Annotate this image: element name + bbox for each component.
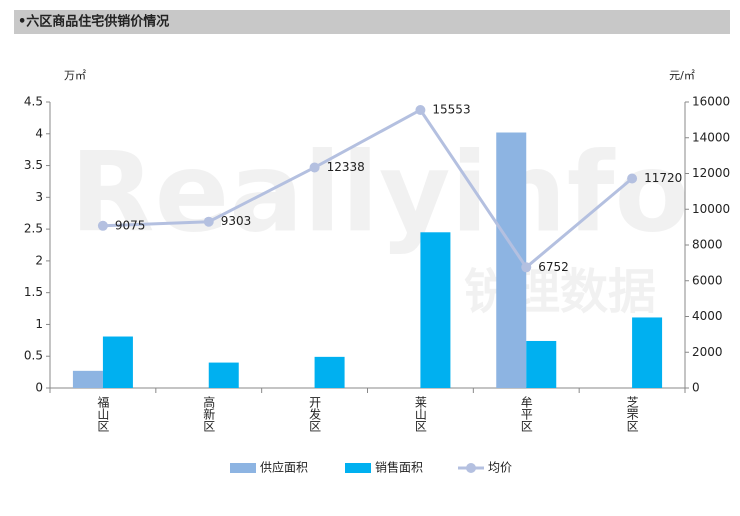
legend-swatch (466, 463, 476, 473)
legend-swatch (345, 463, 371, 473)
y2-unit: 元/㎡ (669, 69, 695, 82)
price-line (102, 108, 634, 270)
y-tick-label: 0.5 (24, 349, 43, 363)
y-tick-label: 4 (35, 126, 43, 140)
price-point (521, 262, 532, 273)
bar (632, 317, 663, 388)
bar (314, 356, 345, 388)
price-point (203, 216, 214, 227)
y2-tick-label: 12000 (692, 166, 730, 180)
y-unit: 万㎡ (64, 69, 86, 82)
y-tick-label: 3 (35, 190, 43, 204)
legend-label: 供应面积 (260, 460, 308, 475)
price-point (415, 104, 426, 115)
legend-swatch (230, 463, 256, 473)
watermark: Reallyinfo (70, 128, 690, 256)
data-label: 6752 (538, 260, 569, 274)
y2-tick-label: 0 (692, 381, 700, 395)
y-tick-label: 2 (35, 253, 43, 267)
price-point (309, 162, 320, 173)
y2-tick-label: 16000 (692, 95, 730, 109)
y-tick-label: 3.5 (24, 158, 43, 172)
y2-tick-label: 4000 (692, 309, 723, 323)
y-tick-label: 0 (35, 381, 43, 395)
y2-tick-label: 14000 (692, 130, 730, 144)
data-label: 9303 (221, 214, 252, 228)
x-tick-label: 莱山区 (413, 396, 427, 432)
data-label: 12338 (327, 160, 365, 174)
y2-tick-label: 2000 (692, 345, 723, 359)
data-label: 11720 (644, 171, 682, 185)
price-point (97, 220, 108, 231)
legend-label: 均价 (488, 461, 512, 475)
y2-tick-label: 10000 (692, 202, 730, 216)
x-tick-label: 高新区 (202, 395, 216, 432)
data-label: 9075 (115, 218, 146, 232)
legend-label: 销售面积 (375, 460, 423, 475)
x-tick-label: 牟平区 (519, 395, 533, 432)
bar (72, 370, 103, 388)
y-tick-label: 4.5 (24, 95, 43, 109)
y2-tick-label: 8000 (692, 238, 723, 252)
price-point (627, 173, 638, 184)
bar (102, 336, 133, 388)
y-tick-label: 1 (35, 317, 43, 331)
bar (420, 232, 451, 388)
bar (526, 340, 557, 388)
y-tick-label: 2.5 (24, 222, 43, 236)
y2-tick-label: 6000 (692, 273, 723, 287)
bar (208, 362, 239, 388)
x-tick-label: 福山区 (96, 395, 110, 432)
x-tick-label: 开发区 (308, 396, 322, 432)
x-tick-label: 芝罘区 (625, 395, 639, 432)
data-label: 15553 (432, 102, 470, 116)
chart-title: •六区商品住宅供销价情况 (18, 14, 169, 30)
watermark: 锐理数据 (464, 264, 656, 320)
y-tick-label: 1.5 (24, 285, 43, 299)
header-bar (14, 10, 730, 34)
